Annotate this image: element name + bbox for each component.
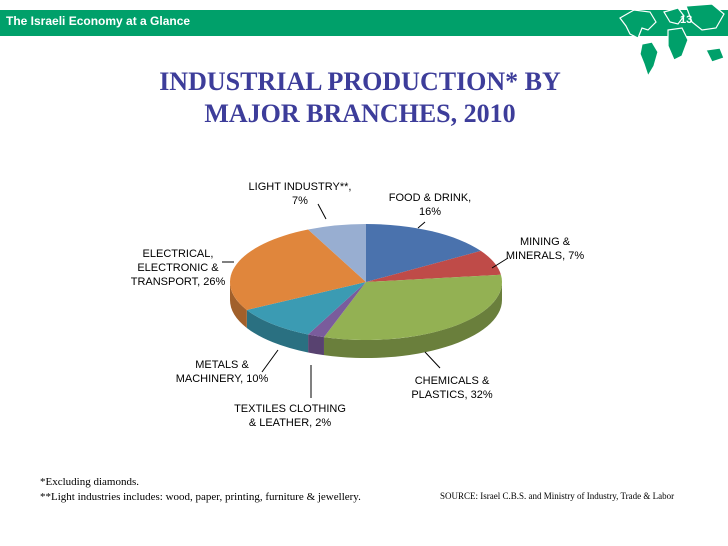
pie-label-light-industry: LIGHT INDUSTRY**, 7% — [249, 181, 352, 207]
slide-title-line1: INDUSTRIAL PRODUCTION* BY — [159, 67, 561, 96]
footnote-excluding: *Excluding diamonds. — [40, 476, 139, 488]
slide-title-line2: MAJOR BRANCHES, 2010 — [204, 99, 516, 128]
leader-line-mining-minerals — [491, 257, 509, 269]
page-number: 13 — [680, 14, 693, 26]
pie-label-electrical-electronic-transport: ELECTRICAL, ELECTRONIC & TRANSPORT, 26% — [131, 248, 226, 288]
pie-slice-light-industry — [308, 224, 366, 282]
pie-label-mining-minerals: MINING & MINERALS, 7% — [506, 236, 584, 262]
pie-label-food-drink: FOOD & DRINK, 16% — [389, 192, 472, 218]
pie-leader-lines — [222, 203, 509, 398]
pie-label-chemicals-plastics: CHEMICALS & PLASTICS, 32% — [411, 375, 493, 401]
footnote-light-industries: **Light industries includes: wood, paper… — [40, 491, 361, 503]
world-map-icon — [619, 3, 725, 78]
pie-slice-textiles-clothing-leather — [308, 282, 366, 338]
leader-line-light-industry — [317, 203, 327, 220]
pie-side-electrical-electronic-transport — [230, 282, 247, 328]
pie-sides — [230, 282, 502, 358]
pie-slice-electrical-electronic-transport — [230, 229, 366, 310]
header-title: The Israeli Economy at a Glance — [6, 14, 191, 28]
pie-label-metals-machinery: METALS & MACHINERY, 10% — [176, 359, 269, 385]
pie-slice-chemicals-plastics — [323, 274, 502, 340]
pie-side-chemicals-plastics — [323, 282, 502, 358]
pie-slice-food-drink — [366, 224, 481, 282]
pie-side-textiles-clothing-leather — [308, 334, 324, 356]
slide-title: INDUSTRIAL PRODUCTION* BY MAJOR BRANCHES… — [100, 66, 620, 130]
pie-label-textiles-clothing-leather: TEXTILES CLOTHING & LEATHER, 2% — [234, 403, 346, 429]
pie-slices — [230, 224, 502, 340]
pie-slice-metals-machinery — [246, 282, 366, 335]
pie-labels: FOOD & DRINK, 16% MINING & MINERALS, 7% CHEM… — [131, 181, 585, 429]
leader-line-metals-machinery — [261, 349, 279, 373]
source-note: SOURCE: Israel C.B.S. and Ministry of In… — [440, 491, 675, 501]
leader-line-food-drink — [417, 221, 426, 229]
leader-line-chemicals-plastics — [424, 351, 441, 369]
pie-side-metals-machinery — [246, 309, 309, 353]
header-bar — [0, 10, 728, 36]
pie-slice-mining-minerals — [366, 250, 501, 282]
